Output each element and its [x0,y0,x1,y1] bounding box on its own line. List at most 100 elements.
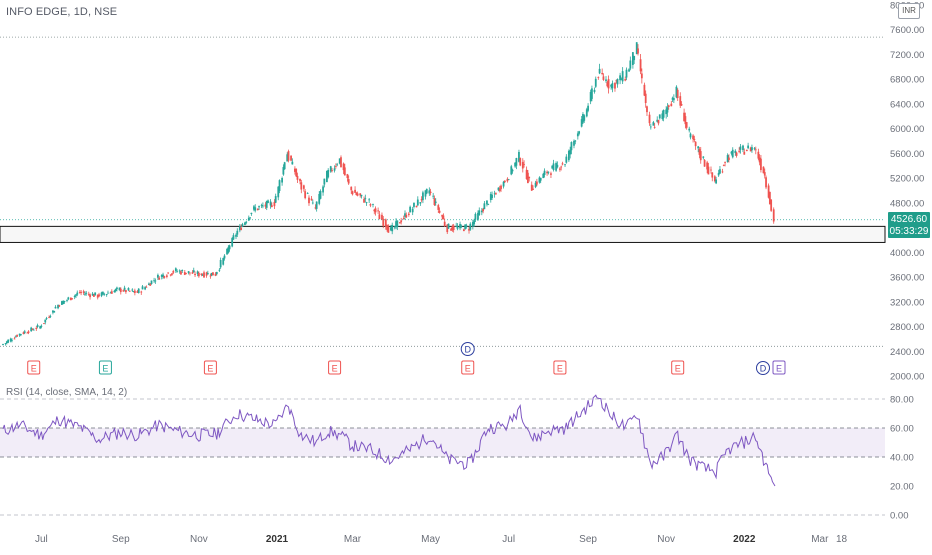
candle-body[interactable] [48,317,50,318]
candle-body[interactable] [73,295,76,298]
candle-body[interactable] [422,192,424,201]
candle-body[interactable] [407,213,410,215]
candle-body[interactable] [523,164,525,165]
candle-body[interactable] [206,273,209,275]
candle-body[interactable] [282,167,285,175]
candle-body[interactable] [416,199,419,206]
candle-body[interactable] [611,83,614,89]
candle-body[interactable] [726,155,729,162]
candle-body[interactable] [398,222,401,224]
candle-body[interactable] [205,272,208,276]
candle-body[interactable] [57,304,59,309]
candle-body[interactable] [338,158,341,164]
candle-body[interactable] [22,332,25,334]
candle-body[interactable] [556,164,559,168]
candle-body[interactable] [676,89,679,99]
candle-body[interactable] [116,287,118,290]
candle-body[interactable] [273,201,276,207]
candle-body[interactable] [402,218,405,219]
candle-body[interactable] [652,122,655,126]
candle-body[interactable] [94,292,97,295]
candle-body[interactable] [236,230,239,235]
candle-body[interactable] [574,140,577,142]
candle-body[interactable] [227,247,230,253]
candle-body[interactable] [760,158,762,171]
candle-body[interactable] [360,194,363,197]
candle-body[interactable] [4,343,7,344]
candle-body[interactable] [201,274,204,276]
candle-body[interactable] [583,115,586,121]
candle-body[interactable] [210,272,213,276]
candle-body[interactable] [644,93,647,104]
candle-body[interactable] [438,210,441,213]
candle-body[interactable] [278,180,281,191]
candle-body[interactable] [283,162,286,170]
candle-body[interactable] [671,97,674,100]
candle-body[interactable] [323,178,326,185]
candle-body[interactable] [222,257,225,265]
candle-body[interactable] [662,109,665,118]
candle-body[interactable] [679,96,682,106]
candle-body[interactable] [26,332,29,334]
candle-body[interactable] [258,206,260,208]
candle-body[interactable] [555,163,557,171]
candle-body[interactable] [226,248,228,255]
candle-body[interactable] [137,288,140,294]
candle-body[interactable] [459,223,461,229]
candle-body[interactable] [561,163,564,165]
candle-body[interactable] [219,259,222,268]
candle-body[interactable] [302,185,305,189]
candle-body[interactable] [290,155,292,161]
candle-body[interactable] [180,271,182,275]
candle-body[interactable] [54,306,57,309]
earnings-marker[interactable] [553,360,567,375]
candle-body[interactable] [270,205,273,207]
candle-body[interactable] [354,189,356,193]
candle-body[interactable] [58,305,61,307]
candle-body[interactable] [32,329,35,331]
candle-body[interactable] [693,138,696,141]
candle-body[interactable] [527,172,529,183]
candle-body[interactable] [491,194,493,199]
candle-body[interactable] [240,227,243,231]
candle-body[interactable] [140,291,143,293]
candle-body[interactable] [477,212,479,220]
candle-body[interactable] [14,336,17,338]
candle-body[interactable] [573,140,575,146]
candle-body[interactable] [450,228,452,231]
candle-body[interactable] [551,165,554,169]
candle-body[interactable] [172,271,175,273]
candle-body[interactable] [768,191,771,205]
candle-body[interactable] [717,172,720,176]
candle-body[interactable] [35,327,38,330]
candle-body[interactable] [429,191,432,194]
candle-body[interactable] [181,269,184,271]
candle-body[interactable] [264,204,267,207]
candle-body[interactable] [576,133,579,137]
candle-body[interactable] [122,290,125,292]
candle-body[interactable] [635,42,638,55]
candle-body[interactable] [314,207,317,209]
candle-body[interactable] [667,105,670,107]
candle-body[interactable] [464,224,467,230]
candle-body[interactable] [530,184,533,191]
candle-body[interactable] [702,156,705,158]
candle-body[interactable] [614,82,616,89]
dividend-marker[interactable] [756,361,770,375]
candle-body[interactable] [372,204,374,205]
candle-body[interactable] [506,178,509,182]
candle-body[interactable] [602,76,605,80]
candle-body[interactable] [433,198,436,206]
candle-body[interactable] [591,88,593,99]
candle-body[interactable] [580,119,583,127]
candle-body[interactable] [658,114,661,119]
candle-body[interactable] [428,190,431,194]
candle-body[interactable] [538,177,541,183]
candle-body[interactable] [36,325,39,327]
candle-body[interactable] [532,188,534,190]
candle-body[interactable] [133,290,136,293]
candle-body[interactable] [738,150,741,152]
candle-body[interactable] [689,133,692,138]
candle-body[interactable] [758,157,761,163]
candle-body[interactable] [587,105,589,111]
